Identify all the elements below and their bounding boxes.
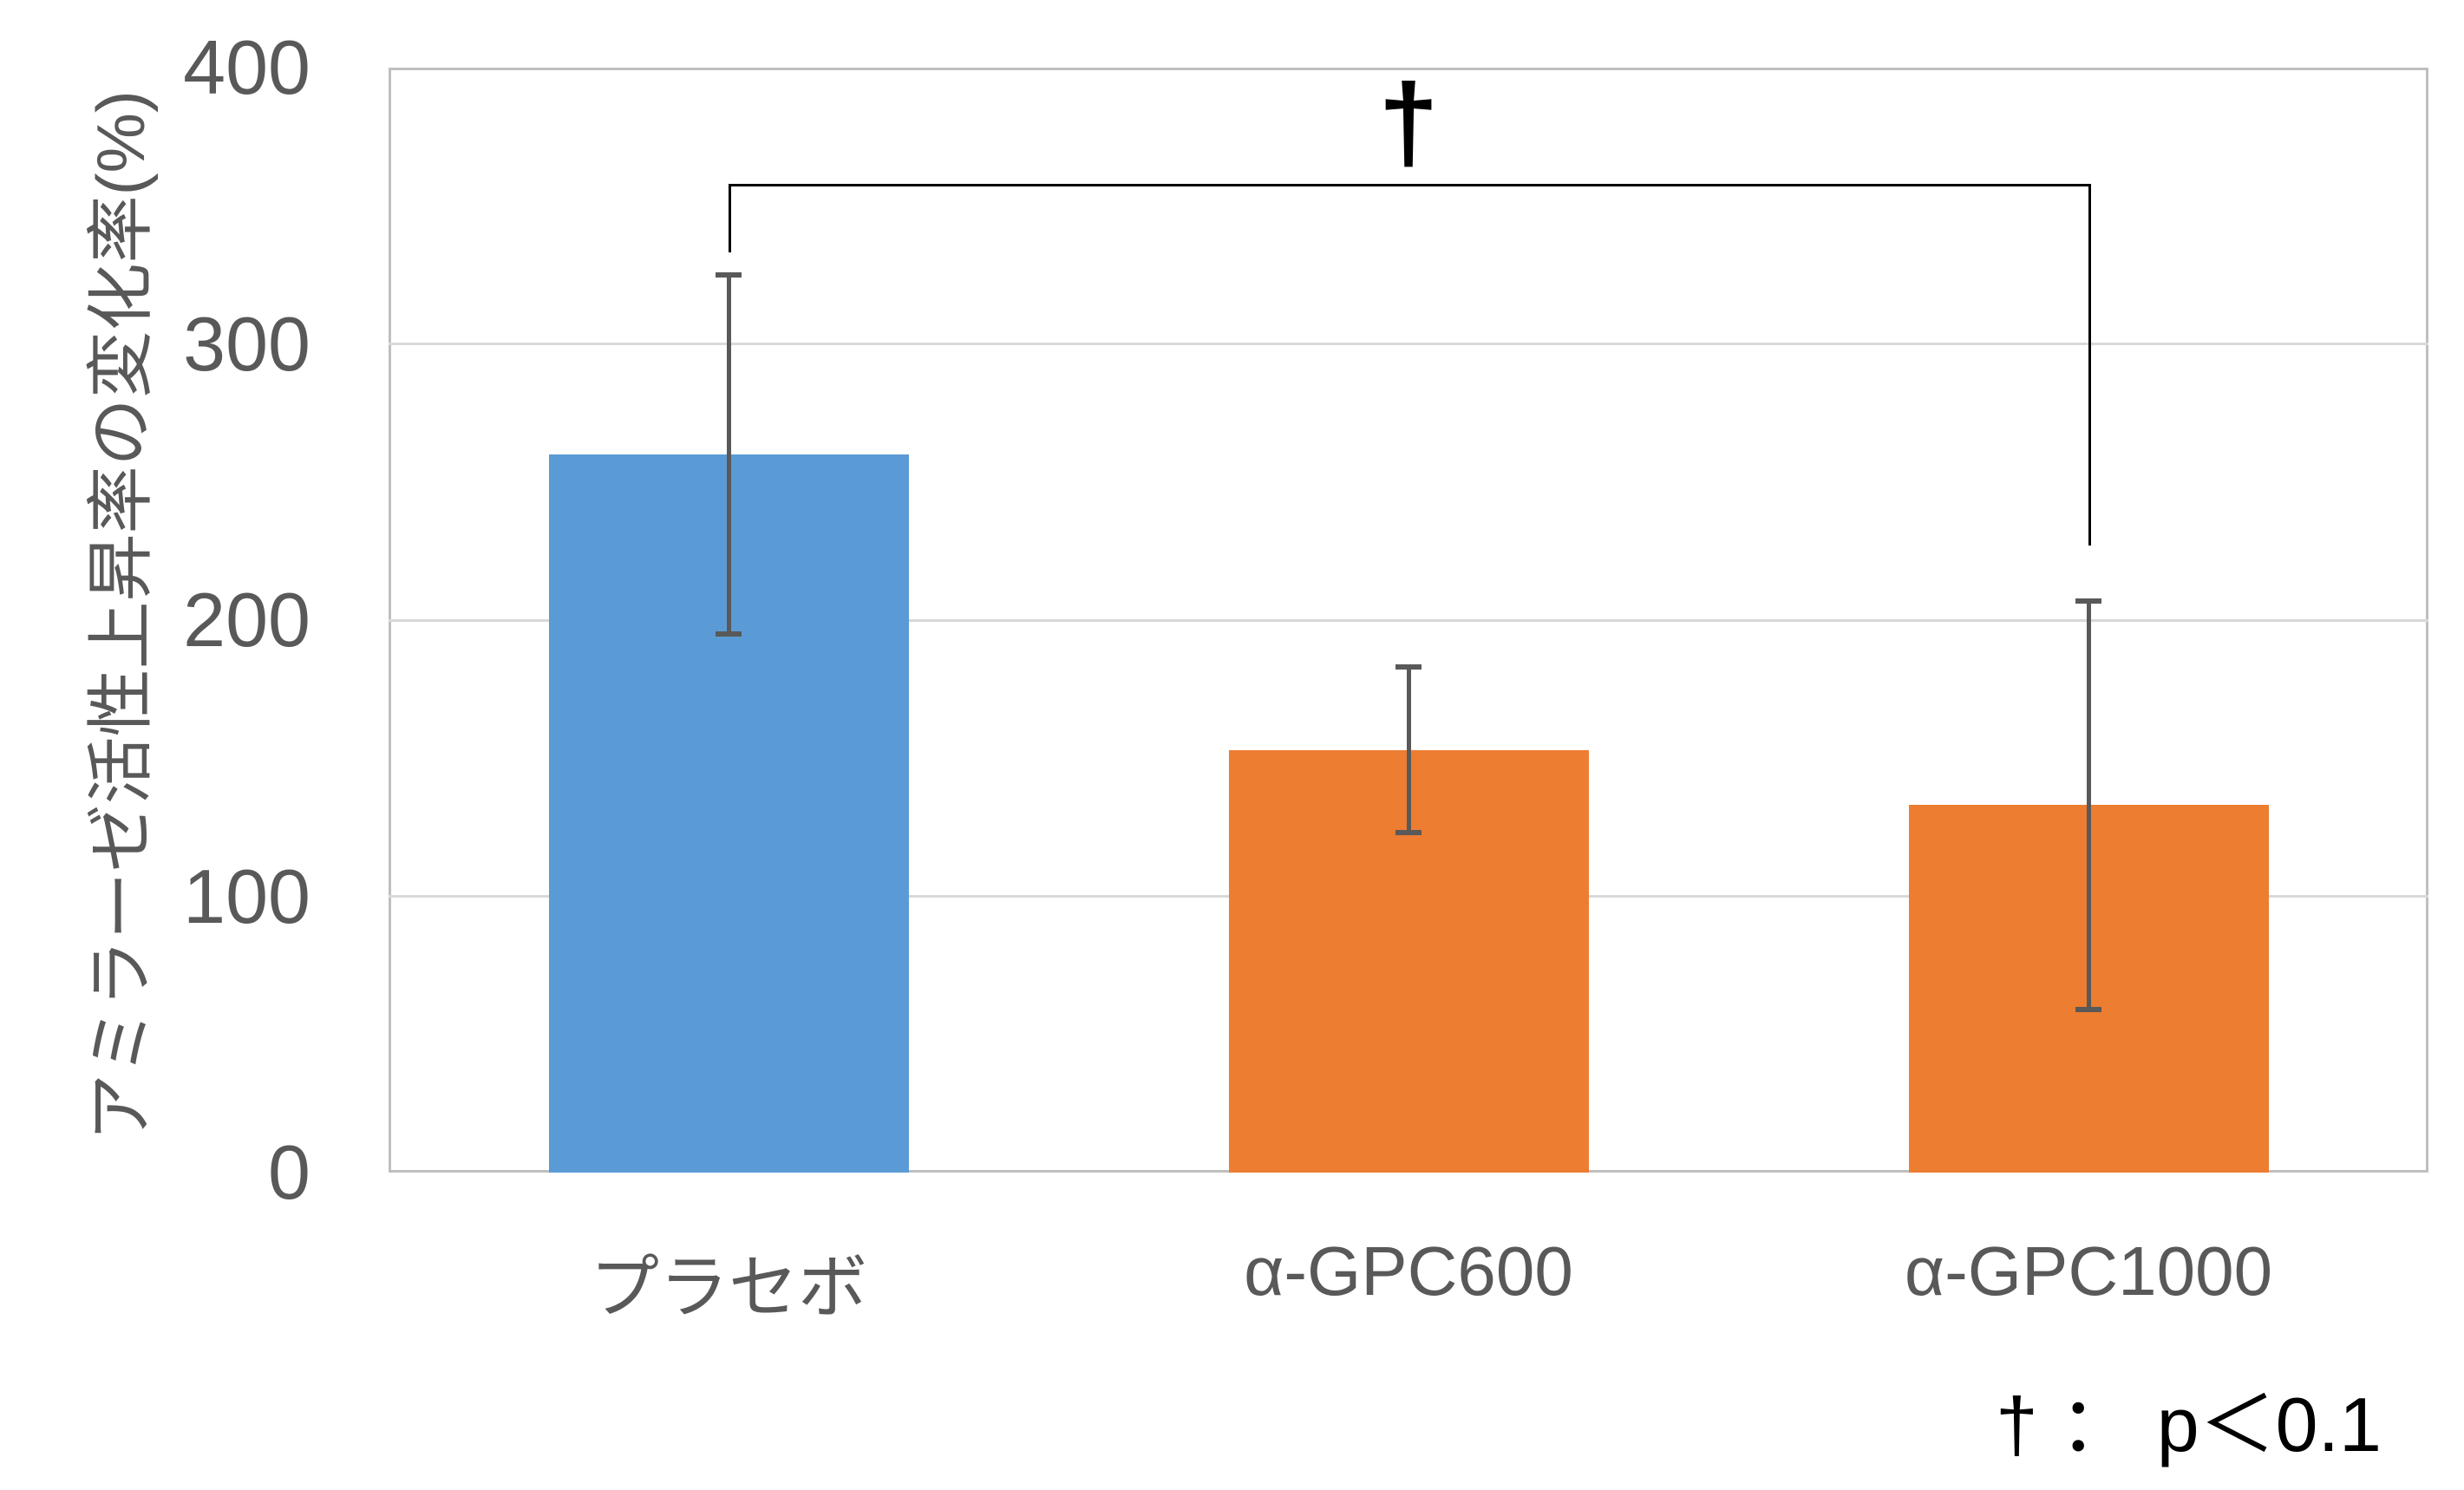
y-tick-label: 0	[268, 1129, 310, 1215]
error-bar-top-cap-α-GPC1000	[2075, 598, 2101, 604]
y-tick-label: 100	[183, 853, 310, 939]
gridline-300	[389, 343, 2428, 345]
y-tick-label: 300	[183, 300, 310, 387]
significance-footnote: † ： p＜0.1	[1995, 1382, 2382, 1467]
error-bar-bottom-cap-α-GPC1000	[2075, 1007, 2101, 1013]
error-bar-bottom-cap-α-GPC600	[1395, 830, 1422, 836]
x-category-label: α-GPC1000	[1904, 1232, 2273, 1310]
y-tick-label: 400	[183, 24, 310, 110]
significance-bracket-right-arm	[2088, 183, 2091, 546]
error-bar-bottom-cap-プラセボ	[716, 631, 742, 637]
error-bar-α-GPC600	[1406, 667, 1411, 833]
significance-bracket-left-arm	[729, 183, 731, 253]
significance-bracket-top	[729, 183, 2091, 186]
gridline-200	[389, 618, 2428, 622]
error-bar-プラセボ	[726, 274, 731, 634]
dagger-symbol: †	[1378, 62, 1439, 183]
error-bar-α-GPC1000	[2086, 600, 2091, 1010]
error-bar-top-cap-α-GPC600	[1395, 664, 1422, 670]
error-bar-top-cap-プラセボ	[716, 271, 742, 278]
x-category-label: α-GPC600	[1244, 1232, 1573, 1310]
y-tick-label: 200	[183, 577, 310, 663]
x-category-label: プラセボ	[590, 1249, 867, 1326]
